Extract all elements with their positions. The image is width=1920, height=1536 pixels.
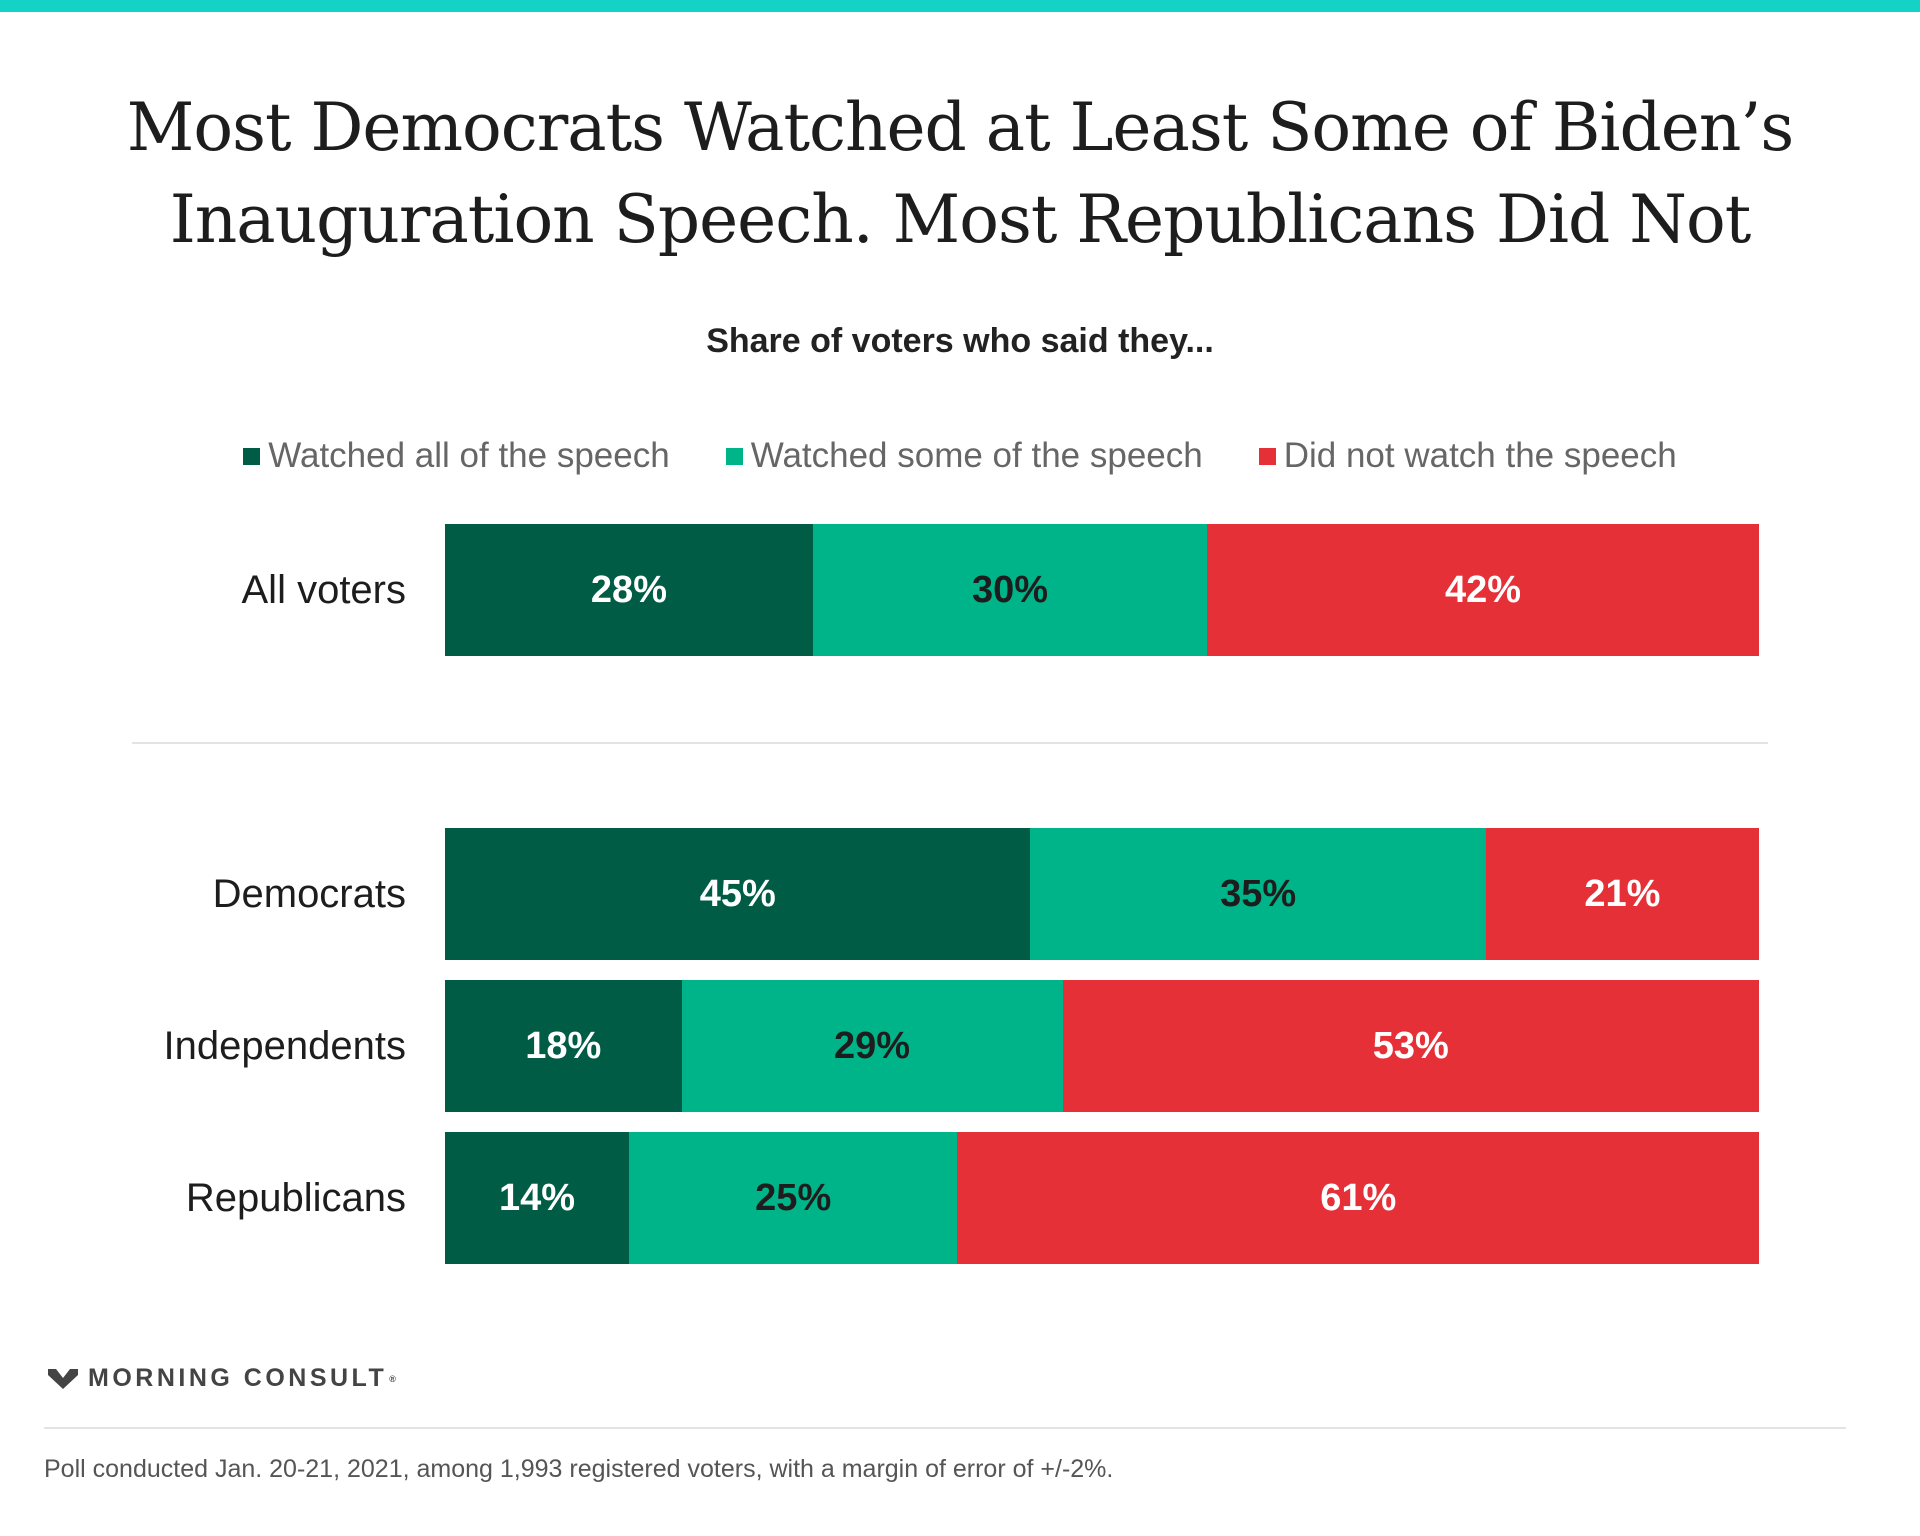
chart-title-line-2: Inauguration Speech. Most Republicans Di… xyxy=(169,181,1752,258)
bar-segment-independents-did-not-watch: 53% xyxy=(1062,980,1759,1112)
row-label-democrats: Democrats xyxy=(212,872,406,916)
brand-logo: MORNING CONSULT ® xyxy=(48,1364,396,1393)
bar-segment-republicans-watched-some: 25% xyxy=(628,1132,958,1264)
legend-item-did-not-watch: Did not watch the speech xyxy=(1258,436,1677,476)
chart-subtitle: Share of voters who said they... xyxy=(706,322,1214,360)
legend-label-did-not-watch: Did not watch the speech xyxy=(1283,436,1677,475)
data-label-republicans-watched-some: 25% xyxy=(755,1176,832,1219)
section-divider xyxy=(132,742,1768,744)
data-label-republicans-did-not-watch: 61% xyxy=(1320,1176,1397,1219)
bar-segment-independents-watched-some: 29% xyxy=(681,980,1063,1112)
data-label-independents-watched-all: 18% xyxy=(525,1024,602,1067)
footer-divider xyxy=(44,1427,1846,1429)
brand-name: MORNING CONSULT xyxy=(88,1364,388,1392)
data-label-democrats-did-not-watch: 21% xyxy=(1584,872,1661,915)
bar-segment-democrats-did-not-watch: 21% xyxy=(1485,828,1759,960)
brand-registered-mark: ® xyxy=(389,1373,396,1384)
data-label-all-voters-watched-some: 30% xyxy=(971,568,1049,611)
bar-segment-all-voters-watched-some: 30% xyxy=(812,524,1208,656)
data-label-all-voters-did-not-watch: 42% xyxy=(1445,568,1522,611)
bar-segment-democrats-watched-some: 35% xyxy=(1030,828,1486,960)
bar-segment-all-voters-watched-all: 28% xyxy=(445,524,813,656)
bar-segment-all-voters-did-not-watch: 42% xyxy=(1207,524,1759,656)
chart-title: Most Democrats Watched at Least Some of … xyxy=(0,82,1920,266)
legend-label-watched-some: Watched some of the speech xyxy=(750,436,1203,475)
legend-swatch-watched-all xyxy=(243,447,261,465)
bar-segment-democrats-watched-all: 45% xyxy=(445,828,1031,960)
data-label-independents-watched-some: 29% xyxy=(834,1024,911,1067)
footnote: Poll conducted Jan. 20-21, 2021, among 1… xyxy=(44,1455,1114,1483)
legend-item-watched-all: Watched all of the speech xyxy=(243,436,670,476)
chart-title-line-1: Most Democrats Watched at Least Some of … xyxy=(126,89,1794,166)
data-label-democrats-watched-all: 45% xyxy=(699,872,776,915)
data-label-democrats-watched-some: 35% xyxy=(1220,872,1297,915)
bar-segment-republicans-watched-all: 14% xyxy=(445,1132,629,1264)
legend-item-watched-some: Watched some of the speech xyxy=(725,436,1203,476)
row-label-all-voters: All voters xyxy=(241,568,407,612)
legend-swatch-watched-some xyxy=(725,447,743,465)
legend: Watched all of the speech Watched some o… xyxy=(0,432,1920,480)
bar-row-republicans: 14% 25% 61% xyxy=(445,1132,1759,1264)
bar-segment-independents-watched-all: 18% xyxy=(445,980,682,1112)
legend-swatch-did-not-watch xyxy=(1258,447,1276,465)
bar-row-democrats: 45% 35% 21% xyxy=(445,828,1759,960)
data-label-all-voters-watched-all: 28% xyxy=(590,568,667,611)
row-label-republicans: Republicans xyxy=(185,1176,406,1220)
bar-row-independents: 18% 29% 53% xyxy=(445,980,1759,1112)
bar-segment-republicans-did-not-watch: 61% xyxy=(957,1132,1759,1264)
top-accent-bar xyxy=(0,0,1920,12)
morning-consult-logo-icon xyxy=(48,1368,78,1389)
bar-row-all-voters: 28% 30% 42% xyxy=(445,524,1759,656)
data-label-republicans-watched-all: 14% xyxy=(498,1176,575,1219)
legend-label-watched-all: Watched all of the speech xyxy=(268,436,670,475)
data-label-independents-did-not-watch: 53% xyxy=(1372,1024,1449,1067)
row-label-independents: Independents xyxy=(163,1024,406,1068)
